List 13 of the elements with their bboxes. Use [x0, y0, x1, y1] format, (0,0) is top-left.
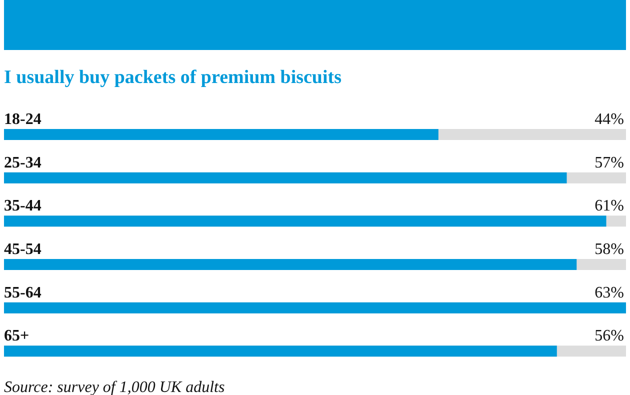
data-label: 57%: [594, 154, 624, 172]
y-tick-label: 25-34: [4, 154, 42, 172]
data-label: 56%: [594, 328, 624, 345]
data-label: 63%: [594, 284, 624, 302]
y-tick-label: 55-64: [4, 284, 42, 302]
data-label: 61%: [594, 198, 624, 215]
y-tick-label: 65+: [4, 328, 30, 345]
y-tick-label: 18-24: [4, 111, 42, 128]
data-label: 58%: [594, 241, 624, 258]
data-label: 44%: [594, 111, 624, 128]
y-tick-label: 35-44: [4, 198, 42, 215]
y-tick-label: 45-54: [4, 241, 42, 258]
chart-title: I usually buy packets of premium biscuits: [4, 67, 342, 90]
